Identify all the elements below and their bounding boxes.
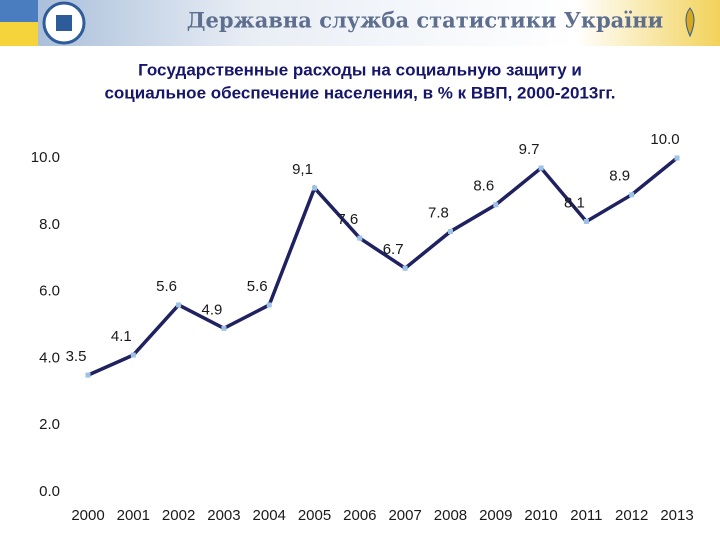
data-label: 8.6 <box>473 178 494 195</box>
data-label: 10.0 <box>650 131 679 148</box>
point-marker <box>538 165 544 171</box>
x-tick-label: 2002 <box>162 507 195 524</box>
data-label: 5.6 <box>156 278 177 295</box>
point-marker <box>674 155 680 161</box>
data-label: 4.1 <box>111 328 132 345</box>
y-tick-label: 10.0 <box>31 149 60 166</box>
x-tick-label: 2003 <box>207 507 240 524</box>
data-label: 5.6 <box>247 278 268 295</box>
x-tick-label: 2007 <box>388 507 421 524</box>
chart-title: социальное обеспечение населения, в % к … <box>104 83 615 102</box>
y-tick-label: 0.0 <box>39 483 60 500</box>
point-marker <box>312 185 318 191</box>
data-label: 3.5 <box>66 348 87 365</box>
x-tick-label: 2000 <box>71 507 104 524</box>
point-marker <box>447 228 453 234</box>
y-tick-label: 8.0 <box>39 216 60 233</box>
series-line <box>87 156 679 377</box>
x-tick-label: 2011 <box>570 507 602 524</box>
point-marker <box>130 352 136 358</box>
point-marker <box>357 235 363 241</box>
data-label: 9,1 <box>292 161 313 178</box>
data-label: 4.9 <box>201 301 222 318</box>
y-tick-label: 4.0 <box>39 349 60 366</box>
x-tick-label: 2005 <box>298 507 331 524</box>
data-label: 7.6 <box>337 211 358 228</box>
x-tick-label: 2008 <box>434 507 467 524</box>
point-marker <box>176 302 182 308</box>
data-label: 7.8 <box>428 204 449 221</box>
point-marker <box>221 325 227 331</box>
data-label: 8.1 <box>564 194 585 211</box>
point-marker <box>629 192 635 198</box>
data-label: 6.7 <box>383 241 404 258</box>
x-tick-label: 2001 <box>117 507 150 524</box>
data-label: 8.9 <box>609 168 630 185</box>
y-tick-label: 2.0 <box>39 416 60 433</box>
x-tick-label: 2004 <box>253 507 286 524</box>
x-tick-label: 2012 <box>615 507 648 524</box>
point-marker <box>85 372 91 378</box>
point-marker <box>583 218 589 224</box>
point-marker <box>493 202 499 208</box>
y-tick-label: 6.0 <box>39 283 60 300</box>
point-marker <box>402 265 408 271</box>
trident <box>685 7 695 38</box>
x-tick-label: 2013 <box>660 507 693 524</box>
banner <box>0 0 720 46</box>
x-tick-label: 2009 <box>479 507 512 524</box>
banner-title: Державна служба статистики України <box>187 8 663 33</box>
x-tick-label: 2006 <box>343 507 376 524</box>
logo-mark <box>56 15 72 31</box>
data-label: 9.7 <box>519 141 540 158</box>
chart-title: Государственные расходы на социальную за… <box>138 60 582 79</box>
x-tick-label: 2010 <box>524 507 557 524</box>
point-marker <box>266 302 272 308</box>
flag-blue <box>0 0 38 22</box>
